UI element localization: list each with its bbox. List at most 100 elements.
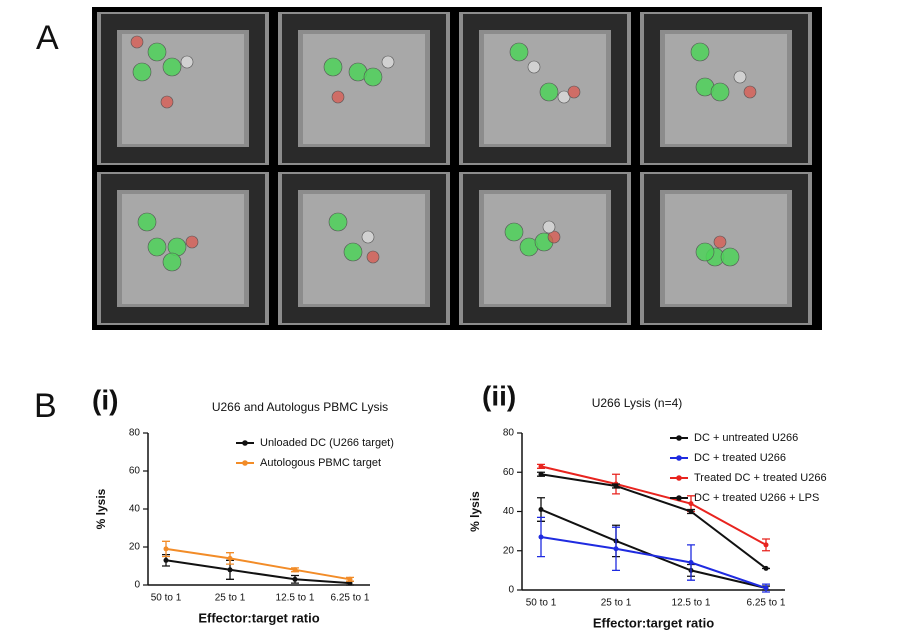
cell (162, 57, 182, 77)
legend-label: DC + untreated U266 (694, 432, 798, 444)
cell (567, 85, 581, 99)
y-axis-label: % lysis (94, 488, 108, 529)
cell (509, 42, 529, 62)
well-wall (101, 174, 265, 323)
legend-label: DC + treated U266 + LPS (694, 492, 819, 504)
data-point (538, 534, 544, 540)
cell (690, 42, 710, 62)
cell (713, 235, 727, 249)
cell (381, 55, 395, 69)
data-point (538, 471, 544, 477)
panel-label: B (34, 387, 57, 425)
y-tick-label: 20 (503, 545, 515, 556)
y-tick-label: 0 (508, 585, 514, 596)
series-line (540, 536, 767, 589)
well (122, 34, 244, 144)
cell (363, 67, 383, 87)
y-tick-label: 80 (129, 428, 141, 439)
cell (547, 230, 561, 244)
legend-marker (676, 475, 682, 481)
data-point (538, 507, 544, 513)
legend-marker (676, 435, 682, 441)
data-point (347, 576, 353, 582)
well-wall (644, 14, 808, 163)
data-point (613, 483, 619, 489)
cell (147, 237, 167, 257)
x-tick-label: 25 to 1 (215, 593, 246, 604)
y-tick-label: 80 (503, 428, 515, 439)
y-tick-label: 60 (129, 466, 141, 477)
cell (361, 230, 375, 244)
data-point (613, 546, 619, 552)
y-tick-label: 20 (129, 542, 141, 553)
cell (504, 222, 524, 242)
x-axis-label: Effector:target ratio (593, 615, 714, 630)
cell (695, 242, 715, 262)
panel-label: A (36, 19, 59, 57)
y-axis-label: % lysis (468, 491, 482, 532)
chart-title: U266 and Autologus PBMC Lysis (212, 400, 388, 414)
cell (557, 90, 571, 104)
cell (539, 82, 559, 102)
cell (137, 212, 157, 232)
cell (160, 95, 174, 109)
well-wall (282, 14, 446, 163)
well-wall (463, 14, 627, 163)
cell (185, 235, 199, 249)
x-tick-label: 12.5 to 1 (276, 593, 315, 604)
series-line (540, 473, 767, 570)
data-point (688, 509, 694, 514)
data-point (163, 557, 169, 563)
legend-label: Treated DC + treated U266 (694, 472, 827, 484)
data-point (763, 585, 769, 591)
cell (720, 247, 740, 267)
data-point (227, 567, 233, 573)
x-tick-label: 12.5 to 1 (672, 598, 711, 609)
data-point (538, 463, 544, 469)
well-wall (101, 14, 265, 163)
data-point (688, 501, 694, 507)
legend-label: Unloaded DC (U266 target) (260, 437, 394, 449)
cell (343, 242, 363, 262)
legend-marker (676, 455, 682, 461)
y-tick-label: 0 (134, 580, 140, 591)
cell (130, 35, 144, 49)
data-point (292, 567, 298, 573)
data-point (292, 576, 298, 582)
y-tick-label: 40 (129, 504, 141, 515)
cell (328, 212, 348, 232)
cell (132, 62, 152, 82)
x-tick-label: 25 to 1 (601, 598, 632, 609)
x-tick-label: 6.25 to 1 (747, 598, 786, 609)
cell (180, 55, 194, 69)
x-axis-label: Effector:target ratio (198, 610, 319, 625)
cell (323, 57, 343, 77)
well-wall (644, 174, 808, 323)
y-tick-label: 60 (503, 467, 515, 478)
data-point (763, 542, 769, 548)
cell (733, 70, 747, 84)
x-tick-label: 50 to 1 (151, 593, 182, 604)
cell (147, 42, 167, 62)
series-line (165, 559, 351, 585)
well-wall (282, 174, 446, 323)
panel-label: (i) (92, 384, 118, 415)
well-wall (463, 174, 627, 323)
series-line (540, 465, 767, 546)
y-tick-label: 40 (503, 506, 515, 517)
legend-marker (676, 495, 682, 501)
legend-label: DC + treated U266 (694, 452, 786, 464)
well (303, 194, 425, 304)
data-point (163, 546, 169, 552)
legend-label: Autologous PBMC target (260, 457, 381, 469)
microscopy-images (97, 12, 812, 325)
data-point (763, 565, 769, 571)
cell (527, 60, 541, 74)
series-line (165, 547, 351, 581)
cell (710, 82, 730, 102)
cell (743, 85, 757, 99)
cell (542, 220, 556, 234)
panel-label: (ii) (482, 380, 516, 411)
data-point (688, 560, 694, 566)
